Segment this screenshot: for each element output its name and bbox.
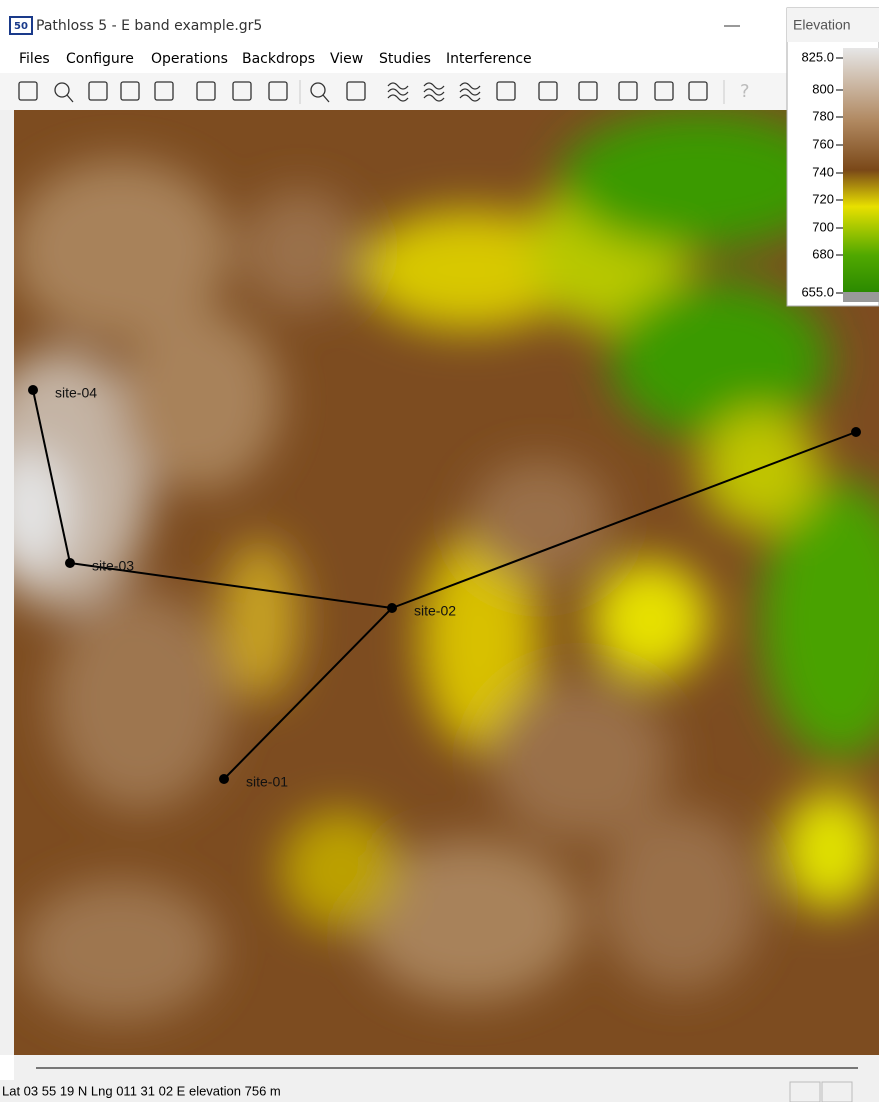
legend-label: 700: [812, 219, 834, 234]
legend-label: 680: [812, 246, 834, 261]
site-label: site-04: [55, 385, 97, 401]
site-marker[interactable]: [219, 774, 229, 784]
legend-label: 720: [812, 191, 834, 206]
menu-item[interactable]: Backdrops: [242, 51, 315, 67]
legend-label: 780: [812, 108, 834, 123]
site-marker[interactable]: [65, 558, 75, 568]
menu-item[interactable]: Studies: [379, 51, 431, 67]
menu-item[interactable]: Interference: [446, 51, 532, 67]
site-marker[interactable]: [851, 427, 861, 437]
site-marker[interactable]: [28, 385, 38, 395]
menu-bar: Files Configure Operations Backdrops View Stu…: [19, 51, 532, 67]
menu-item[interactable]: Configure: [66, 51, 134, 67]
map-margin: [0, 110, 14, 1055]
legend-label: 825.0: [801, 49, 834, 64]
menu-item[interactable]: View: [330, 51, 363, 67]
site-label: site-03: [92, 558, 134, 574]
status-text: Lat 03 55 19 N Lng 011 31 02 E elevation…: [2, 1083, 281, 1098]
legend-label: 760: [812, 136, 834, 151]
legend-title: Elevation: [793, 17, 851, 33]
screen: 50 Pathloss 5 - E band example.gr5 Files…: [0, 0, 879, 1102]
menu-item[interactable]: Operations: [151, 51, 228, 67]
window-title: Pathloss 5 - E band example.gr5: [36, 18, 262, 34]
legend-label: 740: [812, 164, 834, 179]
site-label: site-01: [246, 774, 288, 790]
app-icon-text: 50: [14, 21, 28, 32]
menu-item[interactable]: Files: [19, 51, 50, 67]
terrain-map: [0, 110, 879, 1055]
legend-label: 655.0: [801, 284, 834, 299]
tool-button[interactable]: ?: [740, 81, 750, 102]
site-marker[interactable]: [387, 603, 397, 613]
tool-icon: ?: [740, 81, 750, 102]
legend-label: 800: [812, 81, 834, 96]
elevation-legend: Elevation 825.0 800 780 760 740 720 700 680 655.…: [787, 8, 879, 306]
site-label: site-02: [414, 603, 456, 619]
